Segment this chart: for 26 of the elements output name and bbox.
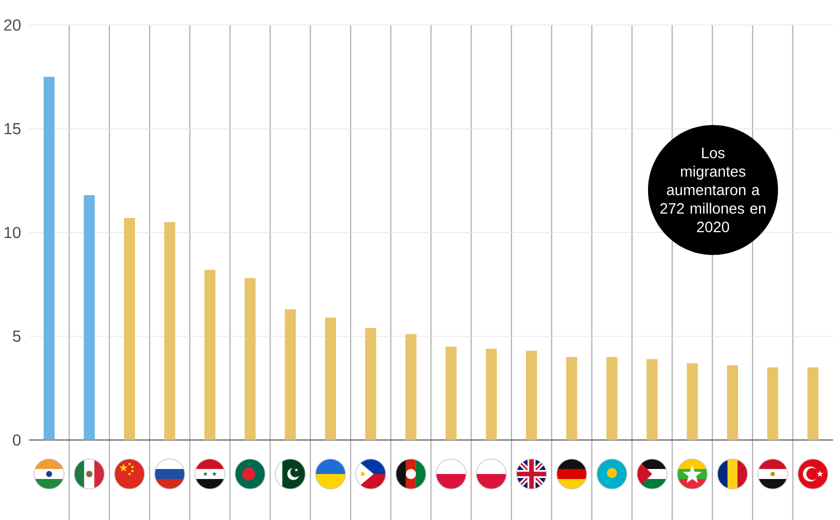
bar <box>164 222 176 440</box>
bar <box>646 359 658 440</box>
bar <box>284 309 296 440</box>
bar <box>84 195 95 440</box>
bar <box>325 318 336 440</box>
bar <box>566 357 578 440</box>
bar <box>204 270 216 440</box>
annotation: Los migrantes aumentaron a 272 millones en 2020 <box>660 148 766 232</box>
bar <box>767 367 778 440</box>
bar <box>807 367 818 440</box>
y-tick-label: 10 <box>4 226 21 238</box>
bar <box>686 363 698 440</box>
y-tick-label: 0 <box>12 434 21 446</box>
bar <box>486 348 497 440</box>
bar <box>365 328 376 440</box>
bar <box>405 334 416 440</box>
y-tick-label: 15 <box>4 123 21 134</box>
bar <box>606 357 618 440</box>
bar <box>526 350 538 440</box>
bar <box>44 76 55 440</box>
bar <box>124 218 136 440</box>
y-tick-label: 5 <box>12 330 21 342</box>
bar <box>446 346 457 440</box>
y-tick-label: 20 <box>4 19 21 31</box>
bar <box>727 365 738 440</box>
bar <box>244 278 256 440</box>
